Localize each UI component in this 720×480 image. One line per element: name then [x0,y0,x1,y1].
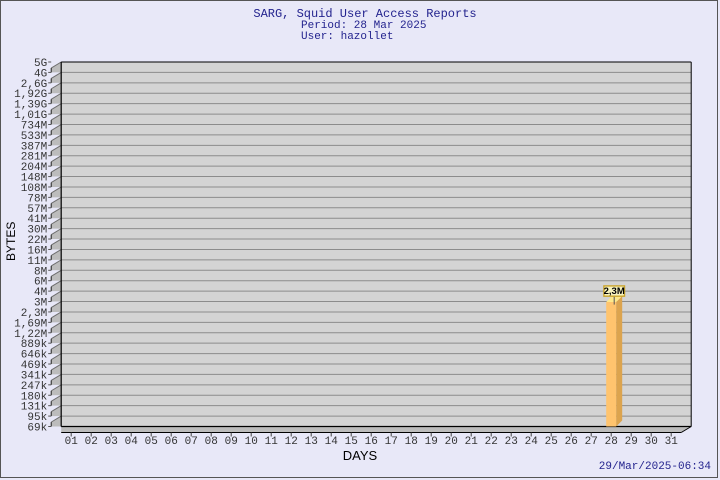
svg-text:26: 26 [565,436,578,448]
svg-text:24: 24 [525,436,539,448]
svg-text:28: 28 [605,436,618,448]
svg-text:18: 18 [405,436,418,448]
svg-text:27: 27 [585,436,598,448]
svg-text:03: 03 [105,436,118,448]
svg-text:30: 30 [645,436,658,448]
svg-text:29: 29 [625,436,638,448]
svg-text:02: 02 [85,436,98,448]
svg-text:22: 22 [485,436,498,448]
svg-text:08: 08 [205,436,218,448]
svg-text:2,3M: 2,3M [604,286,625,297]
svg-text:05: 05 [145,436,158,448]
svg-text:13: 13 [305,436,318,448]
svg-text:10: 10 [245,436,258,448]
svg-text:15: 15 [345,436,358,448]
svg-text:04: 04 [125,436,139,448]
svg-text:20: 20 [445,436,458,448]
svg-text:12: 12 [285,436,298,448]
svg-text:06: 06 [165,436,178,448]
svg-text:16: 16 [365,436,378,448]
svg-text:25: 25 [545,436,558,448]
svg-text:19: 19 [425,436,438,448]
svg-text:21: 21 [465,436,479,448]
svg-text:07: 07 [185,436,198,448]
svg-text:11: 11 [265,436,279,448]
svg-text:23: 23 [505,436,518,448]
svg-text:09: 09 [225,436,238,448]
svg-text:01: 01 [65,436,79,448]
svg-text:14: 14 [325,436,339,448]
svg-text:17: 17 [385,436,398,448]
svg-text:31: 31 [665,436,679,448]
svg-text:69k: 69k [27,423,47,435]
